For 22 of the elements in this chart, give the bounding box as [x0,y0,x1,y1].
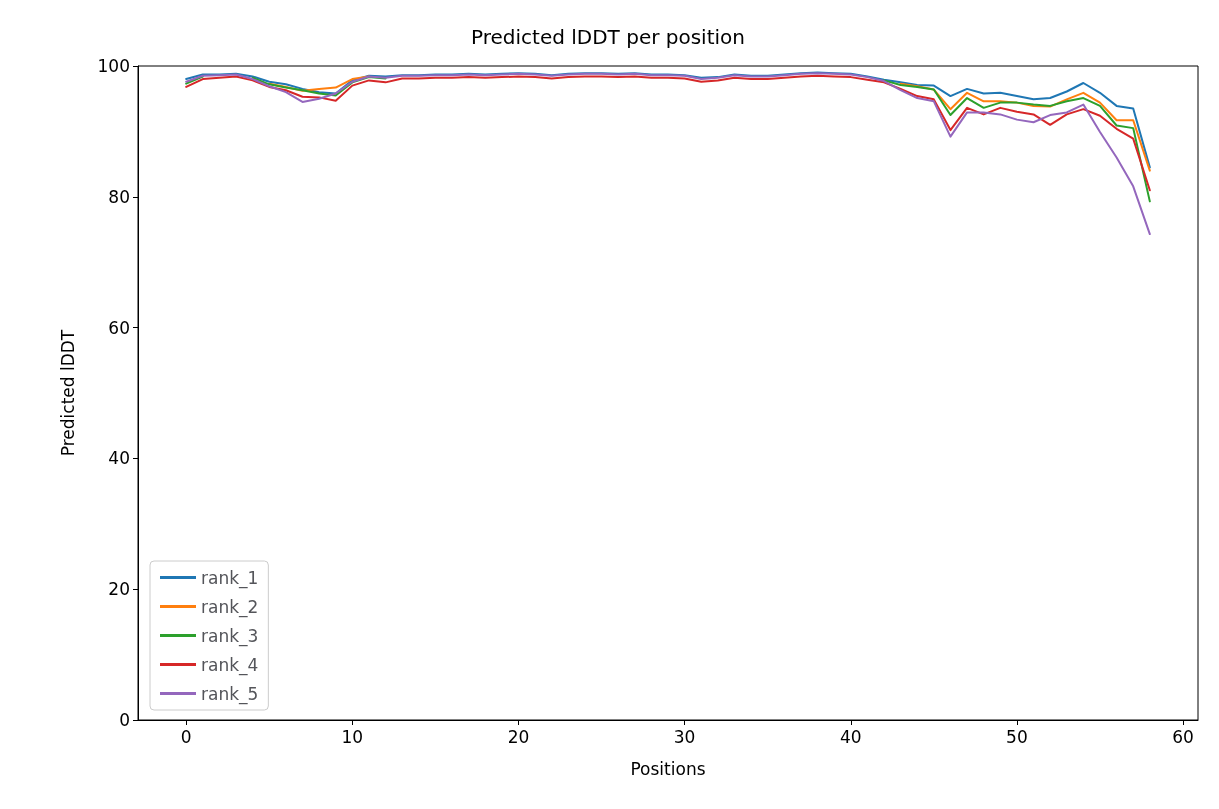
x-tick-label: 40 [839,726,862,747]
x-tick-label: 60 [1172,726,1194,747]
x-tick-label: 0 [180,726,192,747]
y-tick-label: 80 [108,186,130,207]
legend-label: rank_1 [201,567,259,589]
legend-label: rank_3 [201,625,259,647]
x-tick-label: 10 [341,726,364,747]
x-axis-title: Positions [630,758,706,779]
x-tick-label: 20 [507,726,530,747]
y-tick-label: 0 [119,710,130,730]
legend-label: rank_4 [201,654,259,676]
y-tick-label: 20 [108,579,130,600]
y-axis-title: Predicted lDDT [57,329,78,457]
line-series [185,72,1151,236]
y-tick-label: 60 [108,317,130,338]
y-tick-label: 100 [97,56,130,76]
legend-label: rank_5 [201,683,259,705]
chart-title: Predicted lDDT per position [471,25,745,49]
y-tick-label: 40 [108,448,130,469]
legend-label: rank_2 [201,596,259,618]
x-tick-label: 50 [1006,726,1028,747]
x-tick-label: 30 [673,726,696,747]
